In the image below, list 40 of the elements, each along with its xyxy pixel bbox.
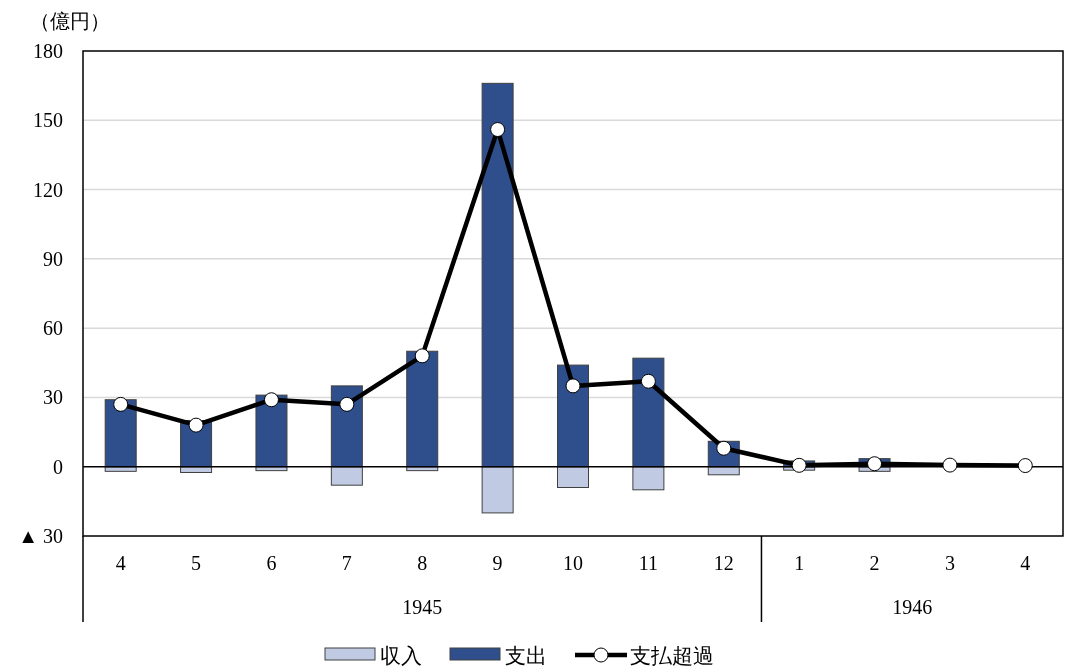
x-tick-label: 4 xyxy=(115,552,126,574)
point xyxy=(339,396,355,412)
point xyxy=(791,457,807,473)
y-tick-label: 120 xyxy=(33,178,63,201)
legend-label: 収入 xyxy=(380,644,422,668)
point xyxy=(188,417,204,433)
x-tick-label: 11 xyxy=(638,552,659,574)
x-tick-label: 3 xyxy=(944,552,955,574)
point xyxy=(565,378,581,394)
y-tick-label: ▲ 30 xyxy=(18,525,63,547)
point xyxy=(113,396,129,412)
legend-label: 支出 xyxy=(505,644,547,668)
y-tick-label: 150 xyxy=(33,109,63,132)
x-tick-label: 4 xyxy=(1020,552,1031,574)
text: 1946 xyxy=(892,596,933,618)
y-tick-label: 30 xyxy=(43,386,63,409)
x-tick-label: 1 xyxy=(794,552,805,574)
text: 1945 xyxy=(402,596,443,618)
y-tick-label: 180 xyxy=(33,40,63,62)
bar xyxy=(406,350,439,468)
x-tick-label: 2 xyxy=(869,552,880,574)
x-tick-label: 7 xyxy=(341,552,352,574)
x-tick-label: 5 xyxy=(191,552,202,574)
x-tick-label: 8 xyxy=(417,552,428,574)
y-tick-label: 0 xyxy=(53,455,63,478)
y-tick-label: 60 xyxy=(43,317,63,340)
legend-label: 支払超過 xyxy=(630,644,714,668)
y-axis-title: （億円） xyxy=(30,10,110,32)
point xyxy=(263,392,279,408)
x-tick-label: 9 xyxy=(492,552,503,574)
point xyxy=(1017,458,1033,474)
x-tick-label: 12 xyxy=(713,552,734,574)
x-tick-label: 10 xyxy=(563,552,583,574)
point xyxy=(942,457,958,473)
point xyxy=(867,456,883,472)
point xyxy=(414,348,430,364)
point xyxy=(640,373,656,389)
y-tick-label: 90 xyxy=(43,247,63,270)
x-tick-label: 6 xyxy=(266,552,277,574)
point xyxy=(490,122,506,138)
